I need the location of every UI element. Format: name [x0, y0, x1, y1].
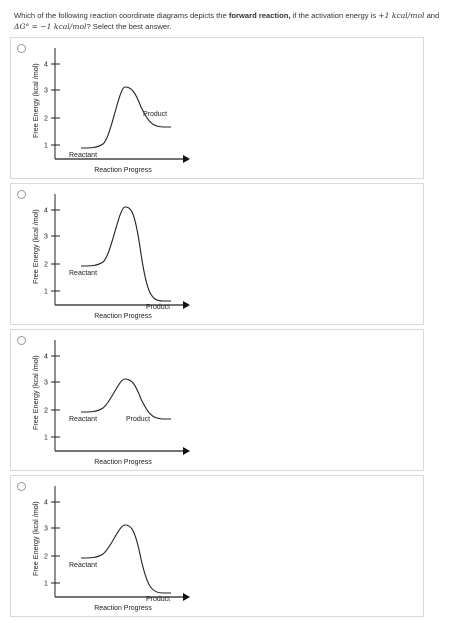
y-tick-label: 4 [44, 500, 48, 507]
y-tick-label: 3 [44, 88, 48, 95]
y-tick-label: 2 [44, 262, 48, 269]
reaction-coordinate-diagram: Free Energy (kcal /mol) 4 3 2 1 Reaction Prog… [31, 194, 190, 320]
reaction-coordinate-diagram: Free Energy (kcal /mol) 4 3 2 1 Reaction Prog… [31, 48, 190, 174]
reaction-coordinate-diagram: Free Energy (kcal /mol) 4 3 2 1 Reaction Prog… [31, 486, 190, 612]
reactant-label: Reactant [69, 562, 97, 569]
y-tick-label: 2 [44, 408, 48, 415]
y-tick-label: 2 [44, 116, 48, 123]
product-label: Product [126, 416, 150, 423]
x-axis-arrowhead [183, 447, 190, 455]
x-axis-arrowhead [183, 301, 190, 309]
x-axis-label: Reaction Progress [94, 459, 152, 466]
y-axis-label: Free Energy (kcal /mol) [31, 63, 40, 138]
energy-curve [80, 206, 171, 302]
y-axis-label: Free Energy (kcal /mol) [31, 501, 40, 576]
x-axis-label: Reaction Progress [94, 605, 152, 612]
y-axis-label: Free Energy (kcal /mol) [31, 209, 40, 284]
x-axis-label: Reaction Progress [94, 167, 152, 174]
x-axis-arrowhead [183, 593, 190, 601]
delta-g-symbol: ΔG° [14, 22, 30, 31]
x-axis-arrowhead [183, 155, 190, 163]
y-tick-label: 4 [44, 62, 48, 69]
answer-option-4[interactable]: Free Energy (kcal /mol) 4 3 2 1 Reaction Prog… [10, 475, 424, 617]
y-tick-label: 4 [44, 208, 48, 215]
energy-curve [80, 378, 171, 420]
y-tick-label: 1 [44, 435, 48, 442]
answer-option-2[interactable]: Free Energy (kcal /mol) 4 3 2 1 Reaction Prog… [10, 183, 424, 325]
energy-curve [80, 524, 171, 594]
question-part: ? Select the best answer. [86, 22, 172, 31]
y-tick-label: 4 [44, 354, 48, 361]
answer-radio-1[interactable] [17, 44, 26, 53]
product-label: Product [143, 111, 167, 118]
answer-radio-4[interactable] [17, 482, 26, 491]
question-part: and [424, 11, 440, 20]
question-bold: forward reaction, [228, 11, 291, 20]
y-tick-label: 3 [44, 380, 48, 387]
reactant-label: Reactant [69, 416, 97, 423]
energy-curve [80, 86, 171, 149]
y-tick-label: 1 [44, 581, 48, 588]
y-tick-label: 2 [44, 554, 48, 561]
answer-option-3[interactable]: Free Energy (kcal /mol) 4 3 2 1 Reaction Prog… [10, 329, 424, 471]
y-tick-label: 3 [44, 526, 48, 533]
question-part: if the activation energy is [290, 11, 379, 20]
question-part: Which of the following reaction coordina… [14, 11, 229, 20]
answer-option-1[interactable]: Free Energy (kcal /mol) 4 3 2 1 Reaction Prog… [10, 37, 424, 179]
y-axis-label: Free Energy (kcal /mol) [31, 355, 40, 430]
reaction-coordinate-diagram: Free Energy (kcal /mol) 4 3 2 1 Reaction Prog… [31, 340, 190, 466]
reactant-label: Reactant [69, 152, 97, 159]
answer-radio-2[interactable] [17, 190, 26, 199]
y-tick-label: 3 [44, 234, 48, 241]
answer-radio-3[interactable] [17, 336, 26, 345]
question-text: Which of the following reaction coordina… [14, 10, 462, 32]
x-axis-label: Reaction Progress [94, 313, 152, 320]
product-label: Product [146, 304, 170, 311]
delta-g-value: = −1 kcal/mol [31, 22, 87, 31]
reactant-label: Reactant [69, 270, 97, 277]
activation-energy-value: +1 kcal/mol [378, 11, 425, 20]
y-tick-label: 1 [44, 289, 48, 296]
product-label: Product [146, 596, 170, 603]
y-tick-label: 1 [44, 143, 48, 150]
